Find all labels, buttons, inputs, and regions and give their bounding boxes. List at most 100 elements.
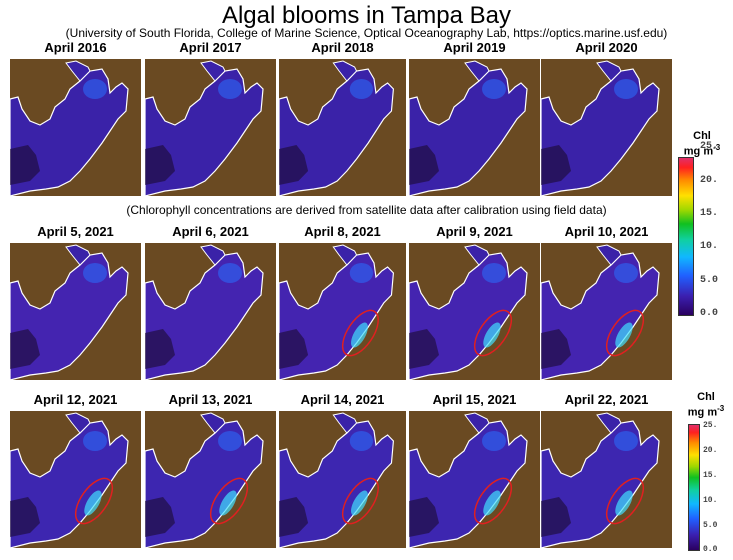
chlorophyll-patch <box>482 431 506 451</box>
bloom-patch <box>351 490 368 516</box>
satellite-map <box>279 411 406 548</box>
dark-shallows <box>541 497 571 537</box>
bay-water <box>10 252 129 380</box>
satellite-map <box>10 59 141 196</box>
bloom-highlight-ellipse <box>605 309 645 357</box>
colorbar-bottom-gradient <box>688 424 700 551</box>
bay-upper-arm <box>332 60 358 82</box>
bay-water <box>409 420 528 548</box>
satellite-map <box>279 59 406 196</box>
satellite-map <box>541 59 672 196</box>
bay-upper-arm <box>200 60 226 82</box>
chlorophyll-patch <box>218 79 242 99</box>
satellite-map <box>541 243 672 380</box>
chlorophyll-patch <box>218 431 242 451</box>
bay-water <box>10 68 129 196</box>
bloom-highlight-ellipse <box>74 477 114 525</box>
colorbar-top-tick: 0.0 <box>700 308 719 319</box>
colorbar-bottom-tick: 0.0 <box>703 545 718 554</box>
bay-upper-arm <box>464 244 490 266</box>
chlorophyll-patch <box>614 431 638 451</box>
colorbar-top-title: Chl mg m-3 <box>672 130 732 158</box>
satellite-map <box>10 411 141 548</box>
colorbar-bottom-tick: 5.0 <box>703 521 718 530</box>
dark-shallows <box>145 497 175 537</box>
dark-shallows <box>10 497 40 537</box>
bloom-highlight-ellipse <box>341 309 379 357</box>
dark-shallows <box>409 329 439 369</box>
satellite-map <box>10 243 141 380</box>
satellite-map <box>409 243 540 380</box>
bay-water <box>279 68 395 196</box>
bay-upper-arm <box>596 60 622 82</box>
satellite-map <box>145 411 276 548</box>
bloom-patch <box>219 490 237 516</box>
colorbar-top-title-line1: Chl <box>693 130 711 142</box>
chlorophyll-patch <box>83 79 107 99</box>
bay-upper-arm <box>332 244 358 266</box>
chlorophyll-note: (Chlorophyll concentrations are derived … <box>126 203 607 217</box>
panel-date-label: April 5, 2021 <box>37 224 114 239</box>
bay-water <box>409 68 528 196</box>
panel-date-label: April 22, 2021 <box>564 392 649 407</box>
dark-shallows <box>145 145 175 185</box>
colorbar-top-tick: 25. <box>700 141 719 152</box>
bay-upper-arm <box>65 60 91 82</box>
panel-date-label: April 2019 <box>443 40 506 55</box>
chlorophyll-patch <box>83 431 107 451</box>
chlorophyll-patch <box>83 263 107 283</box>
panel-date-label: April 6, 2021 <box>172 224 249 239</box>
dark-shallows <box>409 145 439 185</box>
bloom-highlight-ellipse <box>341 477 379 525</box>
panel-date-label: April 12, 2021 <box>33 392 118 407</box>
bay-upper-arm <box>200 244 226 266</box>
bay-water <box>145 420 264 548</box>
bay-upper-arm <box>332 412 358 434</box>
colorbar-top-title-line2: mg m-3 <box>683 143 721 158</box>
colorbar-bottom-tick: 20. <box>703 446 718 455</box>
colorbar-top-tick: 15. <box>700 208 719 219</box>
bay-upper-arm <box>65 412 91 434</box>
bay-water <box>279 420 395 548</box>
bay-upper-arm <box>200 412 226 434</box>
colorbar-bottom-title: Chl mg m-3 <box>676 391 733 419</box>
colorbar-top-tick: 20. <box>700 175 719 186</box>
bay-water <box>541 68 660 196</box>
bloom-patch <box>615 490 633 516</box>
panel-date-label: April 13, 2021 <box>168 392 253 407</box>
chlorophyll-patch <box>482 79 506 99</box>
colorbar-bottom-tick: 25. <box>703 421 718 430</box>
bay-upper-arm <box>65 244 91 266</box>
dark-shallows <box>409 497 439 537</box>
bloom-highlight-ellipse <box>473 477 513 525</box>
satellite-map <box>145 243 276 380</box>
satellite-map <box>541 411 672 548</box>
panel-date-label: April 2018 <box>311 40 374 55</box>
colorbar-top-gradient <box>678 157 694 316</box>
panel-date-label: April 2020 <box>575 40 638 55</box>
panel-date-label: April 15, 2021 <box>432 392 517 407</box>
panel-date-label: April 2017 <box>179 40 242 55</box>
panel-date-label: April 9, 2021 <box>436 224 513 239</box>
dark-shallows <box>10 329 40 369</box>
colorbar-top-tick: 5.0 <box>700 275 719 286</box>
bloom-highlight-ellipse <box>209 477 249 525</box>
dark-shallows <box>279 329 309 369</box>
bay-water <box>409 252 528 380</box>
panel-date-label: April 8, 2021 <box>304 224 381 239</box>
chlorophyll-patch <box>349 79 374 99</box>
bay-water <box>279 252 395 380</box>
page-subtitle: (University of South Florida, College of… <box>65 26 668 40</box>
satellite-map <box>279 243 406 380</box>
colorbar-bottom-title-line1: Chl <box>697 391 715 403</box>
chlorophyll-patch <box>349 263 374 283</box>
bay-upper-arm <box>464 412 490 434</box>
page-title: Algal blooms in Tampa Bay <box>221 2 512 29</box>
panel-date-label: April 2016 <box>44 40 107 55</box>
dark-shallows <box>541 329 571 369</box>
bloom-patch <box>483 490 501 516</box>
bay-upper-arm <box>464 60 490 82</box>
chlorophyll-patch <box>482 263 506 283</box>
dark-shallows <box>145 329 175 369</box>
colorbar-bottom-title-line2: mg m-3 <box>687 404 725 419</box>
